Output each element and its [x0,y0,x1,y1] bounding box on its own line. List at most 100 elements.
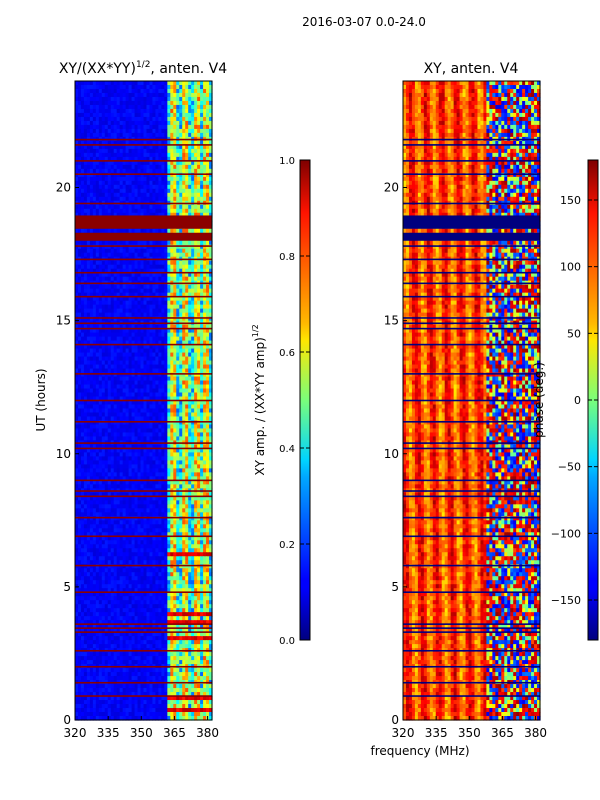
heatmap-cell [188,252,192,258]
heatmap-cell [125,164,130,170]
heatmap-cell [125,348,130,354]
heatmap-cell [194,148,198,154]
heatmap-cell [155,372,159,378]
heatmap-cell [170,304,174,310]
heatmap-cell [182,120,186,126]
heatmap-cell [197,384,201,390]
heatmap-cell [89,84,94,90]
heatmap-cell [80,324,85,330]
heatmap-cell [188,108,192,114]
heatmap-cell [206,360,210,366]
heatmap-cell [98,408,103,414]
heatmap-cell [209,196,213,202]
heatmap-cell [134,144,139,150]
heatmap-cell [110,112,115,118]
heatmap-cell [200,316,204,322]
heatmap-cell [194,196,198,202]
heatmap-cell [86,372,91,378]
heatmap-cell [128,116,133,122]
heatmap-cell [75,112,79,118]
heatmap-cell [164,352,168,358]
heatmap-cell [179,324,183,330]
heatmap-cell [98,212,103,218]
heatmap-cell [203,248,207,254]
heatmap-cell [158,252,162,258]
heatmap-cell [170,160,174,166]
heatmap-cell [194,88,198,94]
heatmap-cell [125,260,130,266]
heatmap-cell [188,204,192,210]
heatmap-cell [158,372,162,378]
heatmap-cell [170,240,174,246]
heatmap-cell [134,100,139,106]
heatmap-cell [194,212,198,218]
heatmap-cell [149,340,154,346]
heatmap-cell [128,188,133,194]
heatmap-cell [164,356,168,362]
heatmap-cell [149,128,154,134]
heatmap-cell [83,284,88,290]
heatmap-cell [176,324,180,330]
heatmap-cell [179,400,183,406]
heatmap-cell [209,388,213,394]
heatmap-cell [191,96,195,102]
heatmap-cell [101,276,106,282]
heatmap-cell [197,188,201,194]
heatmap-cell [200,372,204,378]
heatmap-cell [209,304,213,310]
heatmap-cell [95,108,100,114]
heatmap-cell [104,108,109,114]
heatmap-cell [203,396,207,402]
heatmap-cell [110,296,115,302]
heatmap-cell [125,376,130,382]
heatmap-cell [155,228,159,234]
heatmap-cell [107,81,112,86]
heatmap-cell [122,116,127,122]
heatmap-cell [143,300,148,306]
heatmap-cell [107,144,112,150]
heatmap-cell [98,108,103,114]
heatmap-cell [152,228,157,234]
heatmap-cell [203,384,207,390]
heatmap-cell [137,384,142,390]
heatmap-cell [185,184,189,190]
heatmap-cell [101,160,106,166]
heatmap-cell [92,332,97,338]
heatmap-cell [170,92,174,98]
heatmap-cell [155,384,159,390]
heatmap-cell [86,112,91,118]
heatmap-cell [92,312,97,318]
heatmap-cell [176,304,180,310]
heatmap-cell [122,424,127,430]
heatmap-cell [167,336,171,342]
heatmap-cell [167,81,171,86]
heatmap-cell [134,208,139,214]
heatmap-cell [179,364,183,370]
heatmap-cell [95,212,100,218]
heatmap-cell [155,408,159,414]
heatmap-cell [161,324,165,330]
heatmap-cell [191,408,195,414]
heatmap-cell [140,308,145,314]
heatmap-cell [176,160,180,166]
heatmap-cell [152,416,157,422]
heatmap-cell [155,332,159,338]
heatmap-cell [152,380,157,386]
heatmap-cell [203,400,207,406]
heatmap-cell [167,84,171,90]
heatmap-cell [122,316,127,322]
heatmap-cell [89,228,94,234]
heatmap-cell [86,420,91,426]
heatmap-cell [179,152,183,158]
heatmap-cell [80,120,85,126]
heatmap-cell [182,228,186,234]
heatmap-cell [182,308,186,314]
heatmap-cell [191,228,195,234]
heatmap-cell [95,312,100,318]
heatmap-cell [134,412,139,418]
heatmap-cell [179,104,183,110]
heatmap-cell [131,424,136,430]
heatmap-cell [107,192,112,198]
heatmap-cell [95,204,100,210]
heatmap-cell [113,284,118,290]
